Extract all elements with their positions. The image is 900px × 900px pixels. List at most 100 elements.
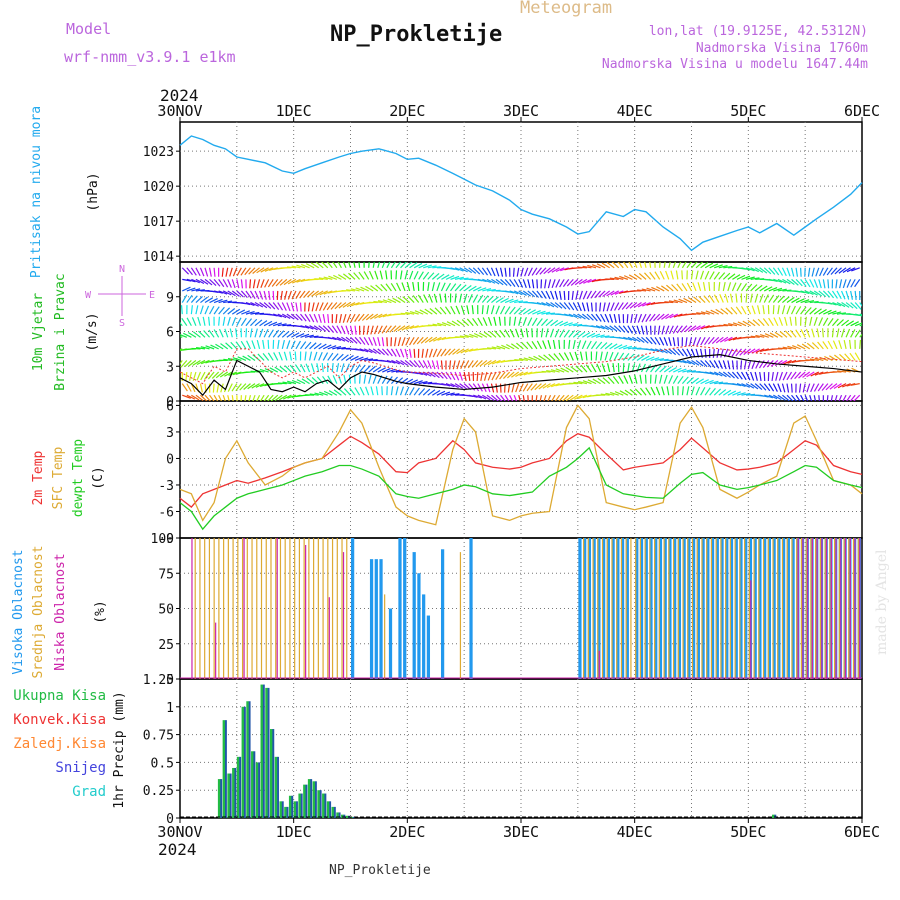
wind-barb [479, 359, 488, 367]
wind-barb [602, 290, 611, 298]
wind-barb [491, 296, 499, 304]
wind-barb [735, 306, 742, 315]
wind-barb [708, 294, 715, 303]
wind-barb [836, 302, 846, 308]
wind-barb [787, 345, 797, 350]
wind-barb [554, 320, 564, 327]
wind-barb [399, 386, 405, 396]
wind-barb [671, 284, 679, 292]
wind-barb [543, 395, 547, 401]
wind-barb [754, 371, 758, 381]
wind-barb [191, 317, 197, 326]
wind-barb [459, 335, 469, 338]
wind-barb [727, 360, 731, 370]
wind-barb [681, 262, 687, 269]
wind-barb [482, 317, 488, 326]
wind-barb [582, 332, 591, 338]
wind-barb [676, 283, 683, 292]
wind-barb [413, 262, 423, 269]
wind-barb [570, 278, 579, 286]
precip-total-bar [232, 767, 235, 818]
wind-barb [821, 328, 824, 338]
pressure-line [179, 135, 863, 252]
wind-barb [754, 383, 763, 390]
wind-barb [819, 267, 824, 277]
wind-barb [369, 313, 379, 320]
wind-barb [359, 348, 369, 353]
wind-barb [422, 360, 428, 369]
wind-barb [390, 386, 394, 396]
wind-barb [554, 290, 559, 300]
wind-barb [381, 337, 385, 347]
high-cloud-bar [729, 538, 734, 679]
wind-barb [309, 325, 318, 331]
wind-barb [313, 351, 318, 361]
wind-barb [591, 325, 601, 329]
wind-barb [585, 364, 592, 373]
wind-barb [598, 290, 606, 298]
y-tick-label: 9 [166, 291, 174, 306]
wind-barb [548, 353, 556, 361]
wind-barb [441, 391, 451, 396]
wind-barb [481, 295, 489, 303]
wind-barb [196, 346, 206, 350]
wind-barb [583, 278, 592, 284]
wind-barb [690, 270, 694, 280]
wind-barb [545, 290, 551, 300]
high-cloud-bar [753, 538, 757, 679]
wind-barb [406, 282, 411, 292]
wind-barb [184, 360, 192, 368]
wind-barb [249, 290, 256, 300]
wind-barb [427, 265, 437, 269]
wind-barb [516, 267, 520, 277]
high-cloud-bar [403, 538, 407, 679]
wind-barb [659, 374, 663, 384]
wind-barb [372, 337, 377, 346]
wind-barb [463, 360, 470, 369]
wind-barb [291, 290, 297, 300]
wind-barb [304, 325, 314, 330]
wind-barb [842, 267, 851, 274]
wind-barb [404, 386, 410, 396]
dewpt-temp-line [179, 446, 863, 531]
high-cloud-bar [687, 538, 691, 679]
wind-barb [732, 274, 741, 280]
wind-barb [509, 316, 511, 326]
wind-barb [386, 348, 393, 357]
wind-barb [425, 348, 429, 358]
wind-barb [337, 274, 347, 280]
wind-barb [841, 319, 850, 327]
wind-barb [452, 360, 456, 370]
wind-barb [377, 325, 383, 335]
wind-barb [623, 345, 633, 350]
high-cloud-bar [786, 538, 790, 679]
wind-barb [542, 383, 551, 389]
wind-barb [295, 302, 299, 312]
wind-barb [327, 325, 335, 333]
wind-barb [436, 273, 445, 280]
wind-barb [563, 302, 571, 310]
high-cloud-bar [763, 538, 767, 679]
wind-barb [287, 290, 292, 300]
wind-barb [498, 316, 502, 326]
wind-barb [240, 317, 247, 327]
wind-barb [350, 301, 360, 307]
wind-barb [811, 328, 815, 338]
wind-barb [219, 371, 229, 378]
wind-barb [777, 383, 782, 393]
wind-barb [222, 316, 226, 326]
y-tick-label: 25 [158, 638, 174, 653]
y-tick-label: 50 [158, 603, 174, 618]
wind-barb [718, 371, 727, 378]
wind-barb [754, 267, 764, 273]
wind-barb [673, 367, 682, 373]
precip-total-bar [312, 781, 316, 818]
wind-barb [222, 290, 232, 296]
wind-barb [745, 283, 753, 292]
wind-barb [713, 360, 720, 369]
wind-barb [433, 336, 442, 342]
precip-snow-bar [343, 814, 346, 818]
wind-barb [798, 371, 806, 379]
wind-barb [468, 394, 478, 398]
wind-barb [282, 313, 291, 319]
